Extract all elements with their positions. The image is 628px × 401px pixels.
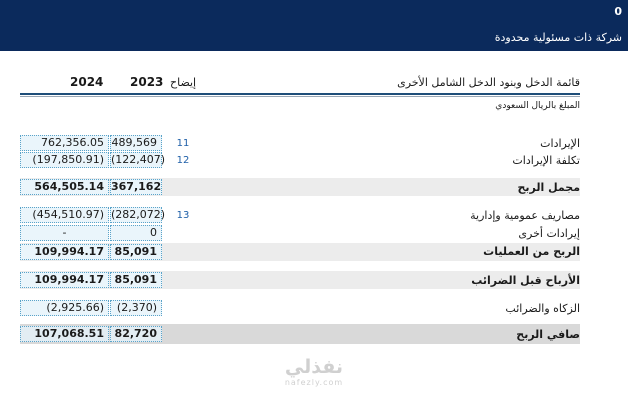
cell-2024-zakat-taxes: (2,925.66) bbox=[20, 300, 109, 316]
cell-2024-revenue: 762,356.05 bbox=[20, 135, 109, 151]
column-header-note: إيضاح bbox=[170, 76, 197, 89]
row-label-profit-before-tax: الأرباح قبل الضرائب bbox=[471, 274, 580, 287]
row-label-general-admin: مصاريف عمومية وإدارية bbox=[470, 209, 580, 222]
row-label-operating-profit: الربح من العمليات bbox=[483, 245, 580, 258]
row-label-revenue: الإيرادات bbox=[540, 137, 580, 150]
currency-note: المبلغ بالريال السعودي bbox=[495, 101, 580, 111]
row-label-gross-profit: مجمل الربح bbox=[517, 181, 580, 194]
statement-title: قائمة الدخل وبنود الدخل الشامل الأخرى bbox=[397, 76, 580, 89]
row-label-other-income: إيرادات أخرى bbox=[518, 227, 580, 240]
row-label-net-profit: صافي الربح bbox=[516, 328, 580, 341]
cell-2023-cost-of-revenue: (122,407) bbox=[110, 152, 166, 168]
cell-2023-revenue: 489,569 bbox=[110, 135, 162, 151]
cell-2023-general-admin: (282,072) bbox=[110, 207, 166, 223]
cell-2024-cost-of-revenue: (197,850.91) bbox=[20, 152, 109, 168]
cell-2024-profit-before-tax: 109,994.17 bbox=[20, 272, 109, 288]
row-label-cost-of-revenue: تكلفة الإيرادات bbox=[512, 154, 580, 167]
cell-2023-other-income: 0 bbox=[110, 225, 162, 241]
cell-2023-profit-before-tax: 85,091 bbox=[110, 272, 162, 288]
cell-2023-operating-profit: 85,091 bbox=[110, 244, 162, 260]
row-note-revenue: 11 bbox=[176, 138, 190, 149]
cell-2023-zakat-taxes: (2,370) bbox=[110, 300, 162, 316]
header-rule-secondary bbox=[20, 96, 580, 97]
cell-2024-other-income: - bbox=[20, 225, 109, 241]
row-note-general-admin: 13 bbox=[176, 210, 190, 221]
row-note-cost-of-revenue: 12 bbox=[176, 155, 190, 166]
company-name: شركة ذات مسئولية محدودة bbox=[494, 31, 622, 44]
report-number: 0 bbox=[614, 5, 622, 18]
cell-2024-operating-profit: 109,994.17 bbox=[20, 244, 109, 260]
watermark-domain: nafezly.com bbox=[284, 378, 344, 387]
column-header-2023: 2023 bbox=[130, 75, 164, 89]
row-label-zakat-taxes: الزكاه والضرائب bbox=[505, 302, 580, 315]
column-header-2024: 2024 bbox=[70, 75, 104, 89]
cell-2024-general-admin: (454,510.97) bbox=[20, 207, 109, 223]
nafezly-watermark: نفذلي nafezly.com bbox=[272, 356, 356, 387]
cell-2023-gross-profit: 367,162 bbox=[110, 179, 162, 195]
cell-2023-net-profit: 82,720 bbox=[110, 326, 162, 342]
cell-2024-gross-profit: 564,505.14 bbox=[20, 179, 109, 195]
cell-2024-net-profit: 107,068.51 bbox=[20, 326, 109, 342]
report-header: 0 شركة ذات مسئولية محدودة bbox=[0, 0, 628, 51]
watermark-text: نفذلي bbox=[284, 356, 344, 378]
header-rule bbox=[20, 93, 580, 95]
